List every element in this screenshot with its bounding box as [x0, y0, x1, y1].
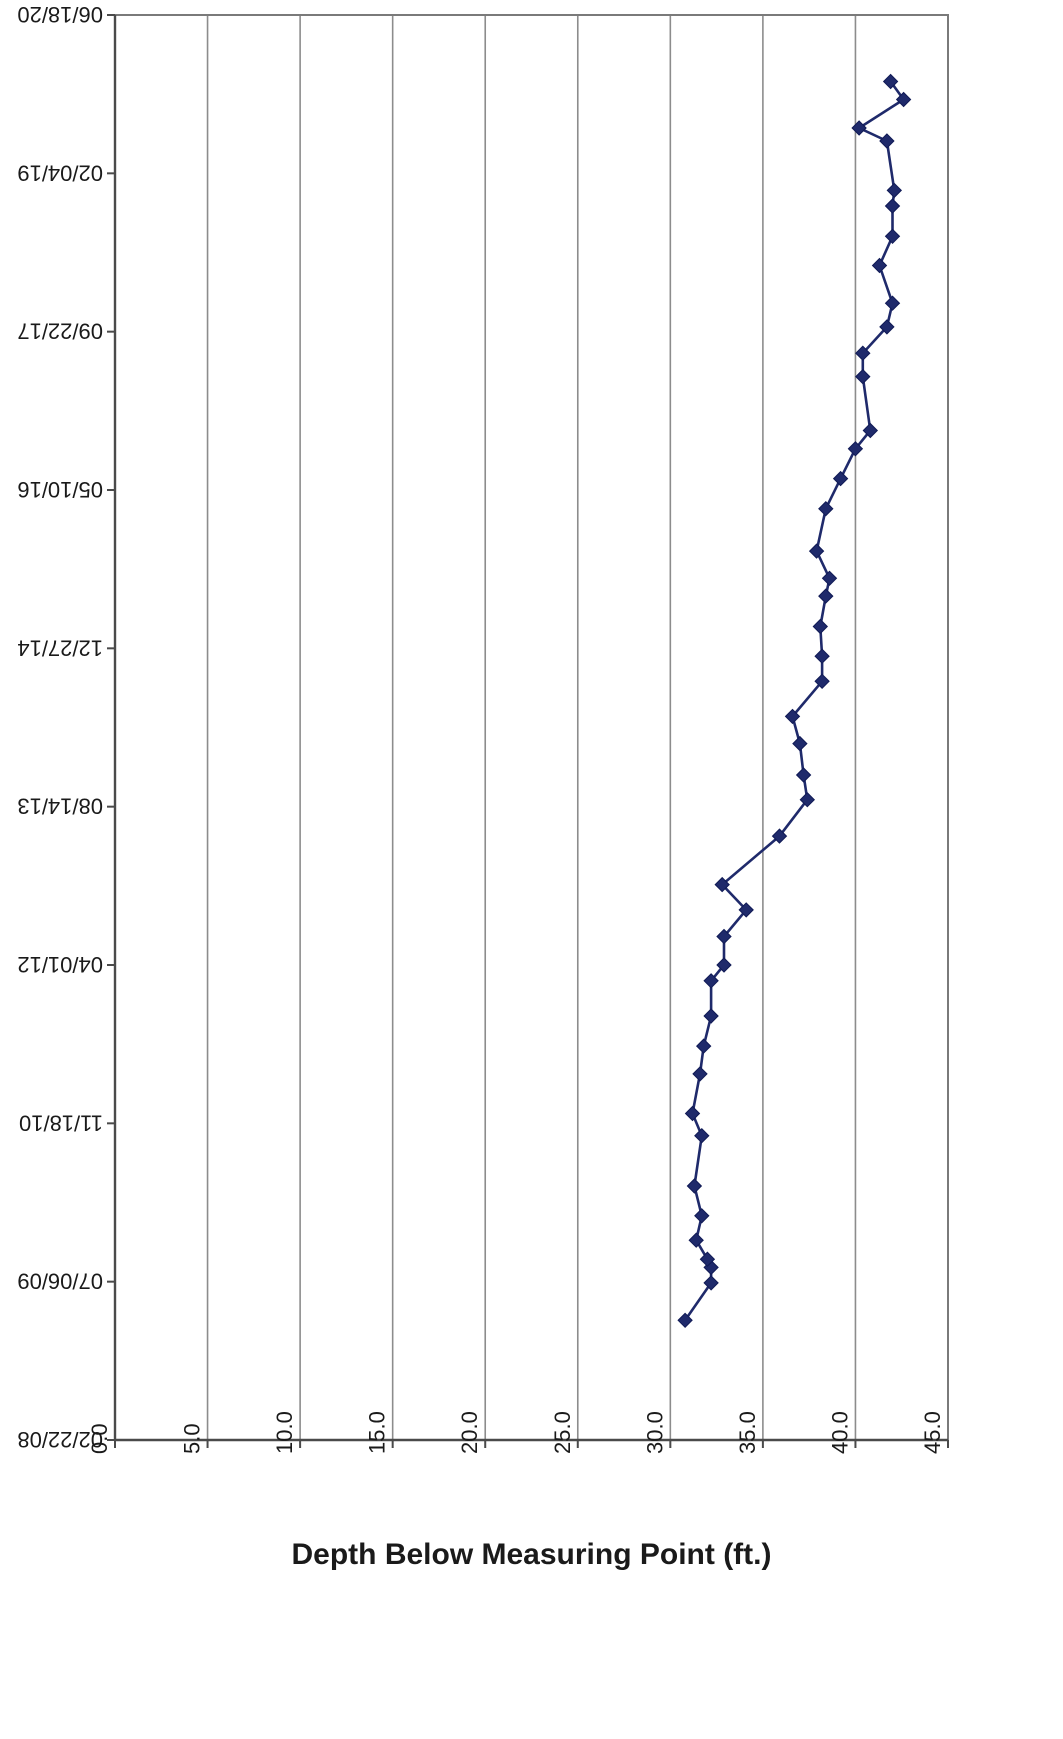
value-tick-label-35.0: 35.0	[735, 1411, 760, 1454]
date-tick-label-9: 06/18/20	[17, 2, 103, 27]
value-tick-label-0.0: 0.0	[87, 1423, 112, 1454]
data-point-27	[808, 543, 825, 559]
data-point-23	[814, 648, 830, 664]
value-tick-label-10.0: 10.0	[272, 1411, 297, 1454]
series-depth	[677, 73, 912, 1329]
data-point-9	[692, 1066, 708, 1082]
data-point-40	[879, 133, 895, 149]
data-point-11	[703, 1008, 719, 1024]
gridlines	[206, 15, 949, 1440]
data-point-26	[821, 570, 838, 587]
date-tick-label-7: 09/22/17	[17, 319, 103, 344]
data-point-24	[812, 618, 829, 635]
date-tick-label-8: 02/04/19	[17, 160, 103, 185]
data-point-4	[688, 1232, 704, 1248]
data-point-18	[799, 791, 816, 808]
axes	[107, 14, 949, 1448]
data-point-36	[871, 257, 888, 274]
data-point-14	[716, 928, 732, 945]
data-point-21	[784, 708, 801, 725]
data-point-37	[884, 228, 901, 245]
value-tick-label-25.0: 25.0	[550, 1411, 575, 1454]
data-point-33	[855, 345, 871, 361]
value-tick-label-40.0: 40.0	[827, 1411, 852, 1454]
data-point-3	[699, 1251, 716, 1267]
data-point-13	[716, 957, 732, 973]
data-point-28	[818, 500, 834, 517]
data-point-10	[695, 1038, 712, 1054]
value-tick-label-15.0: 15.0	[365, 1411, 390, 1454]
data-point-30	[847, 441, 864, 457]
value-axis-title: Depth Below Measuring Point (ft.)	[292, 1538, 772, 1571]
data-point-42	[895, 91, 912, 108]
date-tick-label-1: 07/06/09	[17, 1269, 103, 1294]
data-point-35	[884, 295, 901, 311]
data-point-1	[703, 1275, 719, 1291]
date-tick-label-2: 11/18/10	[19, 1110, 103, 1135]
date-tick-label-5: 12/27/14	[17, 635, 103, 660]
data-point-38	[884, 198, 901, 214]
value-tick-label-45.0: 45.0	[920, 1411, 945, 1454]
data-point-34	[879, 319, 895, 335]
data-point-6	[686, 1178, 703, 1194]
data-point-7	[694, 1127, 710, 1144]
data-point-19	[795, 767, 812, 783]
data-point-20	[792, 735, 808, 752]
data-point-17	[771, 828, 788, 844]
value-tick-label-5.0: 5.0	[180, 1423, 205, 1454]
date-tick-label-4: 08/14/13	[17, 794, 103, 819]
data-point-39	[886, 182, 903, 199]
value-tick-label-20.0: 20.0	[457, 1411, 482, 1454]
data-point-12	[703, 973, 719, 989]
data-point-15	[738, 902, 754, 918]
data-point-25	[818, 588, 834, 604]
data-point-8	[684, 1105, 701, 1122]
tick-labels: 0.0 5.0 10.0 15.0 20.0 25.0 30.0 35.0 40.0 45.0 02…	[17, 2, 945, 1454]
series-line	[684, 80, 905, 1322]
data-point-32	[855, 368, 871, 385]
plot-area-frame	[114, 14, 949, 1441]
data-point-22	[814, 673, 830, 690]
data-point-43	[882, 73, 899, 90]
data-point-41	[851, 120, 867, 136]
data-point-31	[862, 422, 879, 439]
data-point-0	[677, 1312, 693, 1329]
date-tick-label-6: 05/10/16	[17, 477, 103, 502]
data-point-29	[832, 470, 849, 487]
date-tick-label-3: 04/01/12	[17, 952, 103, 977]
data-point-5	[694, 1208, 710, 1224]
data-point-16	[714, 876, 730, 893]
value-tick-label-30.0: 30.0	[642, 1411, 667, 1454]
date-tick-label-0: 02/22/08	[17, 1427, 103, 1452]
